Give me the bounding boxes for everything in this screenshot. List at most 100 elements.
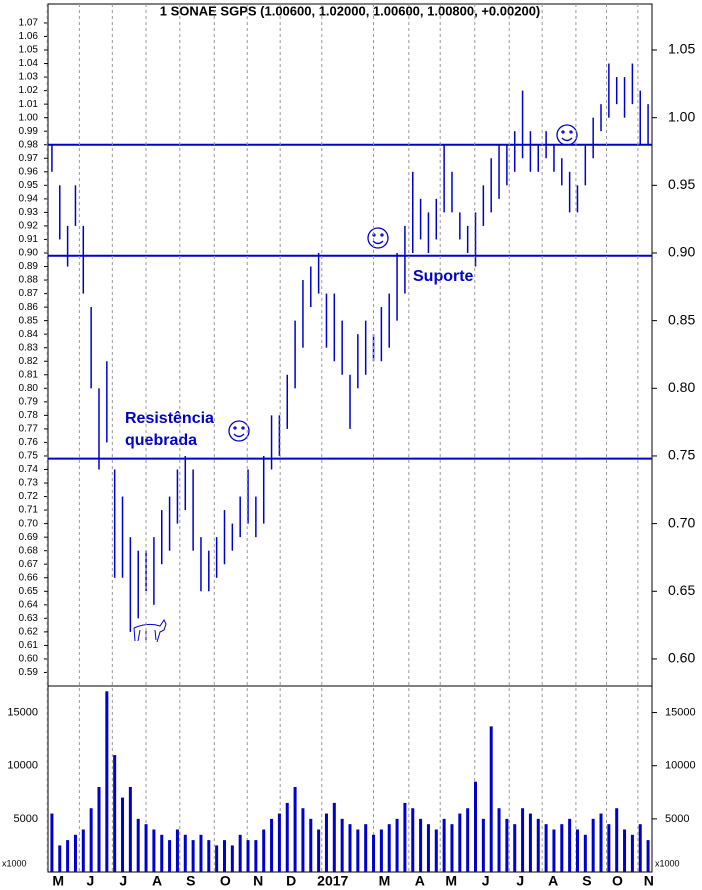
volume-bar bbox=[536, 818, 540, 872]
volume-bar bbox=[309, 818, 313, 872]
x-tick-label: S bbox=[582, 873, 591, 889]
y-tick-label: 0.68 bbox=[19, 545, 39, 556]
annotation: Suporte bbox=[413, 268, 474, 285]
volume-bar bbox=[489, 726, 493, 872]
y-tick-label: 0.73 bbox=[19, 478, 39, 489]
volume-bar bbox=[128, 786, 132, 872]
y-tick-label: 0.95 bbox=[19, 180, 39, 191]
y-tick-label: 0.90 bbox=[19, 248, 39, 259]
x-tick-label: O bbox=[220, 873, 231, 889]
y2-tick-label: 0.70 bbox=[668, 514, 695, 530]
volume-bar bbox=[434, 829, 438, 872]
volume-bar bbox=[568, 818, 572, 872]
y2-tick-label: 0.80 bbox=[668, 379, 695, 395]
y-tick-label: 0.80 bbox=[19, 383, 39, 394]
volume-bar bbox=[97, 786, 101, 872]
volume-bar bbox=[513, 824, 517, 872]
y-tick-label: 15000 bbox=[7, 706, 38, 718]
volume-bar bbox=[630, 834, 634, 872]
y-tick-label: 0.70 bbox=[19, 518, 39, 529]
y-tick-label: 0.99 bbox=[19, 126, 39, 137]
volume-bar bbox=[646, 840, 650, 872]
volume-bar bbox=[481, 818, 485, 872]
y-tick-label: 0.85 bbox=[19, 315, 39, 326]
volume-bar bbox=[238, 834, 242, 872]
volume-bar bbox=[270, 818, 274, 872]
x-tick-label: A bbox=[415, 873, 425, 889]
volume-bar bbox=[497, 808, 501, 872]
y-tick-label: 1.06 bbox=[19, 31, 39, 42]
y2-tick-label: 1.00 bbox=[668, 108, 695, 124]
y-tick-label: 0.71 bbox=[19, 505, 39, 516]
y2-tick-label: 0.65 bbox=[668, 582, 695, 598]
y-tick-label: 0.64 bbox=[19, 599, 39, 610]
volume-bar bbox=[552, 829, 556, 872]
x-tick-label: J bbox=[86, 873, 94, 889]
y-tick-label: 0.63 bbox=[19, 613, 39, 624]
volume-bar bbox=[387, 824, 391, 872]
y-tick-label: 0.92 bbox=[19, 221, 39, 232]
y2-tick-label: 0.60 bbox=[668, 650, 695, 666]
volume-bar bbox=[58, 845, 62, 872]
y-tick-label: 0.60 bbox=[19, 654, 39, 665]
y-tick-label: 0.87 bbox=[19, 288, 39, 299]
x-tick-label: D bbox=[286, 873, 296, 889]
y2-tick-label: 0.75 bbox=[668, 447, 695, 463]
volume-bar bbox=[466, 808, 470, 872]
volume-bar bbox=[575, 829, 579, 872]
volume-bar bbox=[285, 802, 289, 872]
y-tick-label: 1.05 bbox=[19, 45, 39, 56]
volume-bar bbox=[246, 840, 250, 872]
y-tick-label: 1.01 bbox=[19, 99, 39, 110]
volume-bar bbox=[528, 813, 532, 872]
x-tick-label: J bbox=[119, 873, 127, 889]
volume-bar bbox=[411, 808, 415, 872]
y-tick-label: 1.04 bbox=[19, 58, 39, 69]
volume-bar bbox=[207, 840, 211, 872]
volume-bar bbox=[450, 824, 454, 872]
volume-bar bbox=[144, 824, 148, 872]
volume-bar bbox=[105, 691, 109, 872]
volume-bar bbox=[152, 829, 156, 872]
volume-bar bbox=[168, 840, 172, 872]
volume-bar bbox=[160, 834, 164, 872]
annotation: Resistência bbox=[125, 410, 214, 427]
x-tick-label: S bbox=[186, 873, 195, 889]
volume-bar bbox=[332, 802, 336, 872]
volume-bar bbox=[379, 829, 383, 872]
y-tick-label: 0.93 bbox=[19, 207, 39, 218]
y2-tick-label: 0.85 bbox=[668, 311, 695, 327]
volume-bar bbox=[426, 824, 430, 872]
y2-tick-label: 15000 bbox=[665, 706, 696, 718]
volume-bar bbox=[324, 813, 328, 872]
volume-bar bbox=[277, 813, 281, 872]
volume-bar bbox=[356, 829, 360, 872]
volume-bar bbox=[301, 808, 305, 872]
y-tick-label: 0.94 bbox=[19, 193, 39, 204]
volume-bar bbox=[191, 840, 195, 872]
volume-bar bbox=[419, 818, 423, 872]
smiley-icons bbox=[228, 124, 578, 442]
y-tick-label: 0.96 bbox=[19, 166, 39, 177]
y-tick-label: 1.00 bbox=[19, 112, 39, 123]
y-tick-label: 0.98 bbox=[19, 139, 39, 150]
y2-tick-label: 5000 bbox=[665, 813, 689, 825]
volume-bar bbox=[230, 845, 234, 872]
volume-bar bbox=[73, 834, 77, 872]
y-tick-label: 10000 bbox=[7, 760, 38, 772]
volume-bar bbox=[442, 818, 446, 872]
y-tick-label: 0.78 bbox=[19, 410, 39, 421]
y2-tick-label: 1.05 bbox=[668, 41, 695, 57]
volume-bar bbox=[175, 829, 179, 872]
volume-bar bbox=[254, 840, 258, 872]
y-tick-label: 0.91 bbox=[19, 234, 39, 245]
volume-bar bbox=[81, 829, 85, 872]
volume-bar bbox=[136, 818, 140, 872]
y-tick-label: 0.65 bbox=[19, 586, 39, 597]
y-tick-label: 0.69 bbox=[19, 532, 39, 543]
volume-bar bbox=[623, 829, 627, 872]
x-tick-label: O bbox=[612, 873, 623, 889]
y-tick-label: 0.59 bbox=[19, 667, 39, 678]
volume-bar bbox=[262, 829, 266, 872]
volume-bar bbox=[340, 818, 344, 872]
